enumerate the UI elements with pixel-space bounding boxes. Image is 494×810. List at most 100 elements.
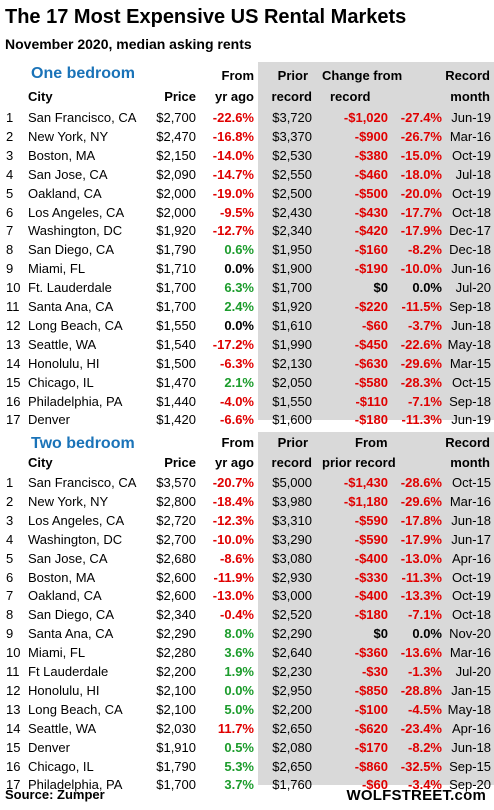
yr-change-cell: 11.7% bbox=[217, 720, 254, 736]
price-cell: $1,700 bbox=[156, 299, 196, 314]
change-pct-cell: -28.6% bbox=[400, 475, 442, 490]
table-row: 7 Washington, DC $1,920 -12.7% $2,340 -$420 -1… bbox=[0, 221, 494, 240]
change-amount-cell: -$100 bbox=[354, 701, 388, 717]
price-cell: $2,800 bbox=[156, 493, 196, 509]
yr-change-cell: -14.7% bbox=[212, 166, 254, 182]
header-from-bottom: yr ago bbox=[214, 89, 254, 104]
header-prior-top: Prior bbox=[277, 68, 308, 83]
change-amount-cell: -$330 bbox=[354, 569, 388, 585]
table-row: 14 Honolulu, HI $1,500 -6.3% $2,130 -$630 -29.… bbox=[0, 354, 494, 373]
change-amount-cell: -$60 bbox=[361, 777, 388, 793]
change-pct-cell: -20.0% bbox=[400, 185, 442, 201]
price-cell: $2,680 bbox=[156, 550, 196, 566]
section-title: One bedroom bbox=[31, 65, 136, 82]
prior-record-cell: $1,950 bbox=[272, 242, 312, 258]
row-number: 5 bbox=[6, 550, 14, 566]
change-amount-cell: -$590 bbox=[354, 512, 388, 528]
change-pct-cell: -13.6% bbox=[400, 645, 442, 661]
change-amount-cell: -$180 bbox=[354, 412, 388, 428]
price-cell: $1,790 bbox=[156, 758, 196, 774]
change-amount-cell: -$580 bbox=[354, 374, 388, 390]
table-row: 2 New York, NY $2,470 -16.8% $3,370 -$900 -26.… bbox=[0, 127, 494, 146]
city-cell: San Jose, CA bbox=[28, 550, 108, 566]
change-pct-cell: -17.8% bbox=[400, 512, 442, 528]
table-row: 13 Seattle, WA $1,540 -17.2% $1,990 -$450 -22.… bbox=[0, 335, 494, 354]
city-cell: Los Angeles, CA bbox=[28, 204, 125, 220]
change-amount-cell: -$180 bbox=[354, 607, 388, 623]
table-row: 17 Denver $1,420 -6.6% $1,600 -$180 -11.3% Jun-… bbox=[0, 410, 494, 429]
prior-record-cell: $3,080 bbox=[272, 550, 312, 566]
row-number: 3 bbox=[6, 147, 14, 163]
row-number: 2 bbox=[6, 493, 14, 509]
change-pct-cell: -29.6% bbox=[400, 493, 442, 509]
record-month-cell: Dec-17 bbox=[449, 223, 491, 239]
row-number: 11 bbox=[6, 664, 20, 679]
city-cell: Long Beach, CA bbox=[28, 701, 123, 717]
header-change-top: Change from bbox=[322, 68, 403, 83]
record-month-cell: Dec-18 bbox=[449, 242, 491, 258]
record-month-cell: Oct-18 bbox=[451, 204, 491, 220]
city-cell: San Jose, CA bbox=[28, 166, 108, 182]
prior-record-cell: $2,520 bbox=[272, 607, 312, 623]
city-cell: San Diego, CA bbox=[28, 242, 114, 258]
yr-change-cell: 1.9% bbox=[224, 664, 254, 679]
change-pct-cell: -18.0% bbox=[400, 166, 442, 182]
price-cell: $1,700 bbox=[156, 777, 196, 793]
yr-change-cell: -10.0% bbox=[212, 531, 254, 547]
city-cell: Oakland, CA bbox=[28, 185, 102, 201]
record-month-cell: Sep-20 bbox=[449, 777, 491, 793]
yr-change-cell: -11.9% bbox=[213, 569, 254, 585]
record-month-cell: Jul-20 bbox=[455, 280, 491, 296]
change-amount-cell: -$400 bbox=[354, 550, 388, 566]
change-amount-cell: -$1,020 bbox=[343, 110, 388, 125]
change-amount-cell: -$900 bbox=[354, 128, 388, 144]
price-cell: $2,000 bbox=[156, 204, 196, 220]
table-row: 7 Oakland, CA $2,600 -13.0% $3,000 -$400 -13.3… bbox=[0, 586, 494, 605]
row-number: 17 bbox=[6, 777, 21, 793]
row-number: 4 bbox=[6, 166, 14, 182]
change-pct-cell: -8.2% bbox=[408, 739, 442, 755]
record-month-cell: Jun-16 bbox=[451, 261, 491, 277]
change-amount-cell: -$630 bbox=[354, 355, 388, 371]
header-change-bottom: prior record bbox=[322, 455, 396, 470]
yr-change-cell: -12.3% bbox=[212, 512, 254, 528]
header-record-top: Record bbox=[445, 68, 490, 83]
header-record-bottom: month bbox=[450, 455, 490, 470]
yr-change-cell: 2.1% bbox=[224, 374, 254, 390]
table-row: 4 Washington, DC $2,700 -10.0% $3,290 -$590 -1… bbox=[0, 530, 494, 549]
change-pct-cell: -7.1% bbox=[408, 607, 442, 623]
city-cell: Seattle, WA bbox=[28, 336, 97, 352]
table-row: 12 Long Beach, CA $1,550 0.0% $1,610 -$60 -3.7… bbox=[0, 316, 494, 335]
change-amount-cell: -$460 bbox=[354, 166, 388, 182]
price-cell: $2,700 bbox=[156, 110, 196, 125]
prior-record-cell: $2,080 bbox=[272, 739, 312, 755]
city-cell: New York, NY bbox=[28, 128, 109, 144]
yr-change-cell: -0.4% bbox=[220, 607, 254, 623]
yr-change-cell: 0.0% bbox=[224, 682, 254, 698]
record-shaded-area bbox=[258, 62, 494, 420]
yr-change-cell: 5.3% bbox=[224, 758, 254, 774]
header-from-top: From bbox=[221, 68, 255, 83]
city-cell: San Francisco, CA bbox=[28, 110, 137, 125]
price-cell: $2,290 bbox=[156, 626, 196, 642]
table-row: 16 Chicago, IL $1,790 5.3% $2,650 -$860 -32.5%… bbox=[0, 757, 494, 776]
table-row: 8 San Diego, CA $1,790 0.6% $1,950 -$160 -8.2%… bbox=[0, 240, 494, 259]
prior-record-cell: $1,920 bbox=[272, 299, 312, 314]
row-number: 12 bbox=[6, 682, 21, 698]
yr-change-cell: 0.0% bbox=[224, 261, 254, 277]
city-cell: Chicago, IL bbox=[28, 758, 94, 774]
city-cell: Denver bbox=[28, 739, 70, 755]
change-amount-cell: -$850 bbox=[354, 682, 388, 698]
change-amount-cell: $0 bbox=[373, 626, 388, 642]
yr-change-cell: -12.7% bbox=[212, 223, 254, 239]
page-title: The 17 Most Expensive US Rental Markets bbox=[5, 6, 407, 28]
yr-change-cell: -6.6% bbox=[220, 412, 254, 428]
row-number: 1 bbox=[6, 475, 14, 490]
change-pct-cell: -28.3% bbox=[400, 374, 442, 390]
city-cell: Boston, MA bbox=[28, 147, 96, 163]
change-amount-cell: -$400 bbox=[354, 588, 388, 604]
table-row: 11 Ft Lauderdale $2,200 1.9% $2,230 -$30 -1.3%… bbox=[0, 662, 494, 681]
prior-record-cell: $2,640 bbox=[272, 645, 312, 661]
source-note: Source: Zumper bbox=[5, 787, 105, 802]
table-row: 15 Chicago, IL $1,470 2.1% $2,050 -$580 -28.3%… bbox=[0, 373, 494, 392]
